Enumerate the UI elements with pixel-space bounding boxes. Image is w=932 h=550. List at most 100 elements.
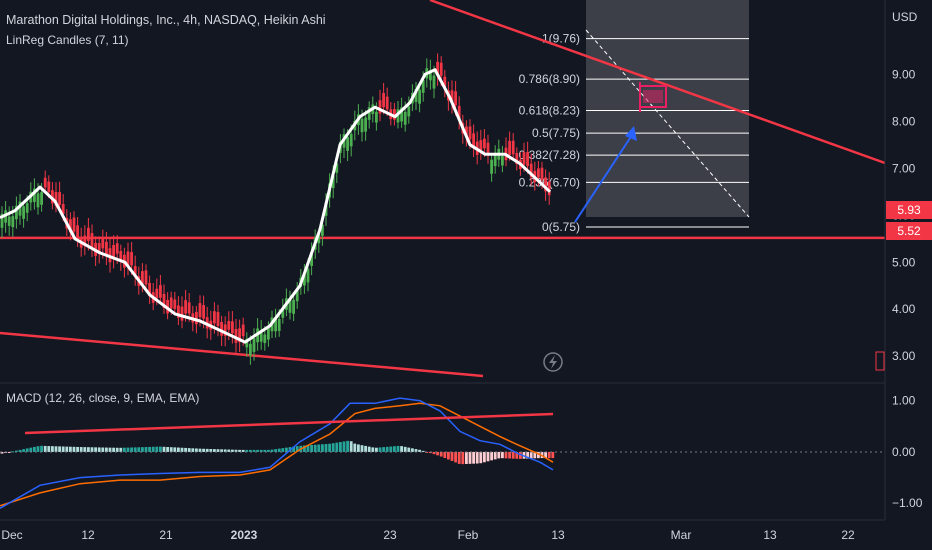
macd-histogram-bar bbox=[342, 441, 346, 452]
macd-histogram-bar bbox=[101, 447, 105, 452]
macd-histogram-bar bbox=[79, 447, 83, 452]
macd-histogram-bar bbox=[40, 445, 43, 452]
time-tick-label: 13 bbox=[551, 528, 565, 542]
macd-histogram-bar bbox=[137, 447, 141, 452]
macd-histogram-bar bbox=[274, 449, 277, 452]
macd-histogram-bar bbox=[202, 448, 205, 452]
candle-body bbox=[281, 309, 285, 318]
fib-level-label: 0.618(8.23) bbox=[519, 104, 580, 118]
candle-body bbox=[537, 168, 540, 178]
price-pane[interactable]: 1(9.76) 0.786(8.90) 0.618(8.23) 0.5(7.75) 0.… bbox=[0, 0, 886, 378]
candle-body bbox=[544, 177, 547, 192]
macd-histogram-bar bbox=[436, 451, 439, 456]
macd-histogram-bar bbox=[526, 451, 529, 459]
candle-body bbox=[468, 126, 472, 140]
macd-histogram-bar bbox=[263, 449, 267, 452]
time-tick-label: 23 bbox=[383, 528, 397, 542]
macd-histogram-bar bbox=[515, 451, 519, 459]
macd-histogram-bar bbox=[508, 451, 511, 459]
candle-body bbox=[465, 126, 468, 137]
macd-histogram-bar bbox=[54, 446, 58, 452]
macd-histogram-bar bbox=[414, 449, 418, 452]
macd-histogram-bar bbox=[47, 446, 51, 452]
macd-histogram-bar bbox=[159, 446, 162, 452]
macd-histogram-bar bbox=[83, 447, 87, 452]
candle-body bbox=[36, 193, 40, 208]
macd-histogram-bar bbox=[7, 451, 11, 453]
macd-histogram-bar bbox=[479, 451, 483, 464]
macd-histogram-bar bbox=[22, 449, 25, 452]
macd-histogram-bar bbox=[393, 446, 396, 452]
candle-body bbox=[472, 133, 475, 148]
candle-body bbox=[87, 227, 90, 241]
candle-body bbox=[105, 241, 108, 255]
candle-body bbox=[249, 343, 252, 356]
macd-histogram-bar bbox=[249, 449, 252, 452]
price-tick-label: 5.00 bbox=[892, 255, 916, 269]
candle-body bbox=[184, 300, 187, 314]
price-tick-label: 8.00 bbox=[892, 114, 916, 128]
candle-body bbox=[43, 177, 47, 188]
macd-histogram-bar bbox=[205, 448, 209, 452]
candle-body bbox=[25, 203, 29, 213]
candle-body bbox=[169, 297, 173, 309]
macd-histogram-bar bbox=[61, 446, 65, 452]
last-price-badge: 5.93 bbox=[886, 201, 932, 219]
candle-body bbox=[33, 188, 36, 202]
candle-body bbox=[335, 163, 339, 173]
macd-histogram-bar bbox=[277, 448, 281, 452]
macd-histogram-bar bbox=[443, 451, 447, 459]
time-tick-label: Dec bbox=[1, 528, 22, 542]
macd-histogram-bar bbox=[306, 445, 310, 452]
macd-histogram-bar bbox=[252, 449, 256, 452]
macd-line bbox=[0, 397, 554, 509]
candle-body bbox=[195, 311, 198, 325]
candle-body bbox=[259, 329, 263, 342]
candle-body bbox=[407, 106, 411, 117]
macd-histogram-bar bbox=[461, 451, 465, 465]
candle-body bbox=[159, 285, 162, 298]
candle-body bbox=[267, 327, 270, 340]
fib-zone bbox=[586, 0, 749, 217]
candle-body bbox=[141, 271, 144, 284]
macd-histogram-bar bbox=[281, 448, 285, 452]
candle-body bbox=[11, 216, 15, 228]
macd-histogram-bar bbox=[25, 448, 29, 452]
macd-histogram-bar bbox=[166, 446, 169, 452]
macd-histogram-bar bbox=[400, 446, 403, 452]
candle-body bbox=[133, 266, 137, 277]
macd-histogram-bar bbox=[198, 448, 202, 452]
line-price-badge: 5.52 bbox=[886, 222, 932, 240]
macd-histogram-bar bbox=[364, 445, 367, 452]
candle-body bbox=[119, 250, 123, 261]
macd-histogram-bar bbox=[504, 451, 508, 459]
candle-body bbox=[216, 312, 220, 326]
candle-body bbox=[403, 111, 407, 125]
candle-body bbox=[223, 324, 227, 336]
candle-body bbox=[47, 181, 51, 193]
macd-histogram-bar bbox=[234, 449, 238, 452]
candle-body bbox=[501, 156, 504, 166]
macd-histogram-bar bbox=[537, 451, 540, 459]
macd-pane[interactable] bbox=[0, 397, 885, 509]
macd-histogram-bar bbox=[123, 447, 126, 452]
macd-histogram-bar bbox=[547, 451, 551, 459]
macd-histogram-bar bbox=[195, 448, 198, 452]
macd-histogram-bar bbox=[346, 440, 349, 452]
macd-histogram-bar bbox=[270, 449, 274, 452]
candle-body bbox=[331, 175, 335, 189]
macd-histogram-bar bbox=[313, 444, 317, 452]
macd-histogram-bar bbox=[407, 447, 411, 452]
candle-body bbox=[393, 109, 396, 120]
fib-level-label: 1(9.76) bbox=[542, 32, 580, 46]
signal-line bbox=[0, 402, 554, 507]
candle-body bbox=[382, 93, 385, 108]
macd-histogram-bar bbox=[385, 446, 389, 452]
candle-body bbox=[540, 167, 544, 180]
macd-histogram-bar bbox=[447, 451, 450, 460]
macd-histogram-bar bbox=[483, 451, 486, 463]
macd-histogram-bar bbox=[141, 447, 144, 452]
macd-histogram-bar bbox=[331, 443, 335, 452]
macd-histogram-bar bbox=[339, 442, 342, 452]
